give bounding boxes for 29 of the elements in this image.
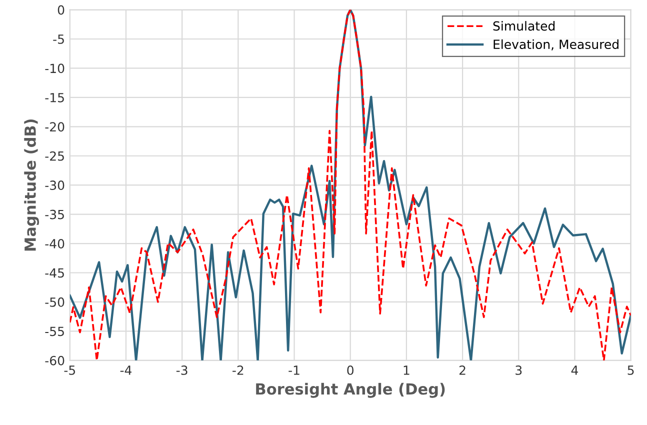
y-tick-label: -15 (45, 93, 64, 102)
x-tick-label: 5 (628, 366, 634, 375)
x-tick-label: -2 (232, 365, 244, 375)
y-tick-label: -55 (45, 326, 64, 336)
y-tick-label: -20 (45, 122, 64, 132)
x-tick-label: -4 (120, 366, 132, 375)
x-tick-label: 3 (516, 365, 522, 375)
y-tick-label: -60 (45, 356, 64, 366)
y-tick-label: -25 (45, 151, 64, 161)
legend-label: Simulated (493, 21, 555, 31)
x-tick-label: 1 (404, 366, 410, 375)
legend-label: Elevation, Measured (494, 39, 618, 50)
y-tick-label: -40 (45, 238, 64, 248)
y-axis-title: Magnitude (dB) (24, 119, 40, 251)
y-tick-label: -5 (53, 34, 64, 44)
x-tick-label: 0 (347, 365, 354, 375)
y-tick-label: -35 (45, 210, 64, 220)
x-tick-label: 4 (571, 366, 578, 375)
x-tick-label: 2 (459, 365, 466, 375)
y-tick-label: -45 (45, 268, 64, 278)
x-tick-label: -5 (64, 366, 76, 375)
y-tick-label: -50 (45, 297, 64, 307)
x-tick-label: -1 (288, 366, 300, 375)
x-tick-label: -3 (176, 365, 188, 375)
line-series (70, 10, 631, 360)
x-axis-title: Boresight Angle (Deg) (256, 382, 445, 398)
y-tick-label: -30 (45, 180, 64, 190)
y-tick-label: -10 (45, 64, 64, 74)
y-tick-label: 0 (58, 5, 64, 15)
